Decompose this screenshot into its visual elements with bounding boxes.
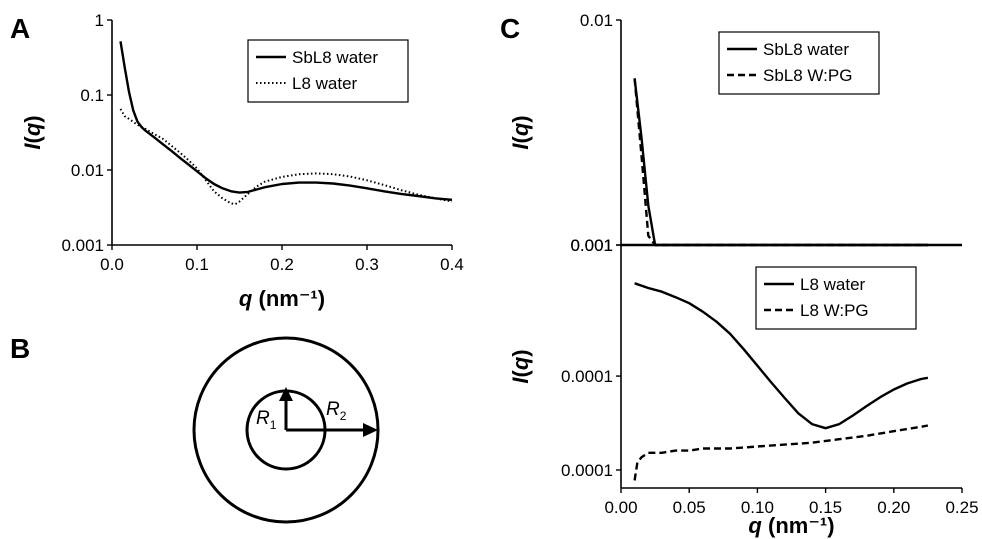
y-tick-label: 1 — [95, 11, 104, 30]
y-tick-label: 0.001 — [570, 236, 613, 255]
legend-box — [247, 39, 409, 103]
y-axis-title-q: q — [20, 122, 45, 136]
legend-label-0: L8 water — [800, 275, 866, 294]
series-line-1 — [633, 78, 928, 247]
legend-label-1: SbL8 W:PG — [763, 66, 852, 85]
r1-letter: R — [256, 408, 270, 429]
y-axis-title-close: ) — [20, 115, 45, 122]
y-axis-title-q: q — [508, 356, 533, 370]
x-tick-label: 0.2 — [270, 255, 294, 274]
panel-c-label: C — [500, 13, 520, 44]
y-tick-label: 0.001 — [61, 236, 104, 255]
r1-subscript: 1 — [270, 418, 277, 432]
y-tick-label: 0.01 — [71, 161, 104, 180]
x-axis-title-unit: (nm⁻¹) — [762, 513, 835, 538]
x-axis-title: q (nm⁻¹) — [239, 286, 325, 311]
y-axis-title-open: ( — [508, 369, 533, 377]
plot-a: 0.001 0.01 0.1 1 0.0 0.1 0.2 0.3 0.4 SbL8 water L8… — [20, 11, 464, 311]
x-axis-title: q (nm⁻¹) — [748, 513, 834, 538]
plot-c-bottom: 0.0001 0.00 0.05 0.10 0.15 0.20 0.25 L8 water L8… — [508, 245, 979, 538]
x-tick-label: 0.3 — [355, 255, 379, 274]
y-axis-title-i: I — [508, 143, 533, 150]
y-tick-label: 0.1 — [80, 86, 104, 105]
x-tick-label: 0.15 — [809, 498, 842, 517]
x-tick-label: 0.10 — [741, 498, 774, 517]
y-axis-title-open: ( — [508, 135, 533, 143]
x-axis-title-q: q — [748, 513, 762, 538]
series-line-1 — [119, 108, 453, 206]
r2-arrow-head — [363, 423, 378, 437]
y-axis-title-i: I — [508, 377, 533, 384]
x-tick-label: 0.25 — [945, 498, 978, 517]
y-axis-title-q: q — [508, 122, 533, 136]
y-tick-label: 0.0001 — [561, 367, 613, 386]
y-tick-label: 0.01 — [580, 11, 613, 30]
r2-label: R2 — [326, 399, 347, 423]
y-axis-title: I(q) — [508, 115, 533, 149]
r2-subscript: 2 — [340, 409, 347, 423]
y-axis-title-i: I — [20, 143, 45, 150]
panel-a-label: A — [10, 13, 30, 44]
series-line-1 — [633, 424, 929, 481]
x-axis-title-q: q — [239, 286, 253, 311]
x-tick-label: 0.20 — [877, 498, 910, 517]
r2-letter: R — [326, 399, 340, 420]
legend-box — [718, 31, 880, 95]
r1-arrow-head — [279, 387, 293, 401]
x-tick-label: 0.00 — [604, 498, 637, 517]
y-axis-title-close: ) — [508, 349, 533, 356]
x-tick-label: 0.0 — [100, 255, 124, 274]
x-tick-label: 0.4 — [440, 255, 464, 274]
y-axis-title: I(q) — [508, 349, 533, 383]
panel-b-label: B — [10, 333, 30, 364]
legend-label-1: L8 water — [292, 74, 358, 93]
x-tick-label: 0.05 — [673, 498, 706, 517]
series-line-0 — [634, 282, 929, 430]
y-tick-label: 0.001 — [570, 236, 613, 255]
x-axis-title-unit: (nm⁻¹) — [252, 286, 325, 311]
legend-label-0: SbL8 water — [763, 40, 849, 59]
legend-label-0: SbL8 water — [292, 48, 378, 67]
y-tick-label: 0.0001 — [561, 461, 613, 480]
legend-label-1: L8 W:PG — [800, 301, 869, 320]
series-line-0 — [633, 78, 928, 247]
y-axis-title-close: ) — [508, 115, 533, 122]
r1-label: R1 — [256, 408, 277, 432]
panel-a: A 0.001 0.01 0.1 1 0.0 0.1 0.2 0.3 0.4 SbL8 water… — [10, 11, 464, 311]
x-tick-label: 0.1 — [185, 255, 209, 274]
y-axis-title-open: ( — [20, 135, 45, 143]
panel-b: B R1 R2 — [10, 333, 380, 524]
legend-box — [755, 266, 917, 330]
y-axis-title: I(q) — [20, 115, 45, 149]
series-line-0 — [119, 41, 453, 201]
